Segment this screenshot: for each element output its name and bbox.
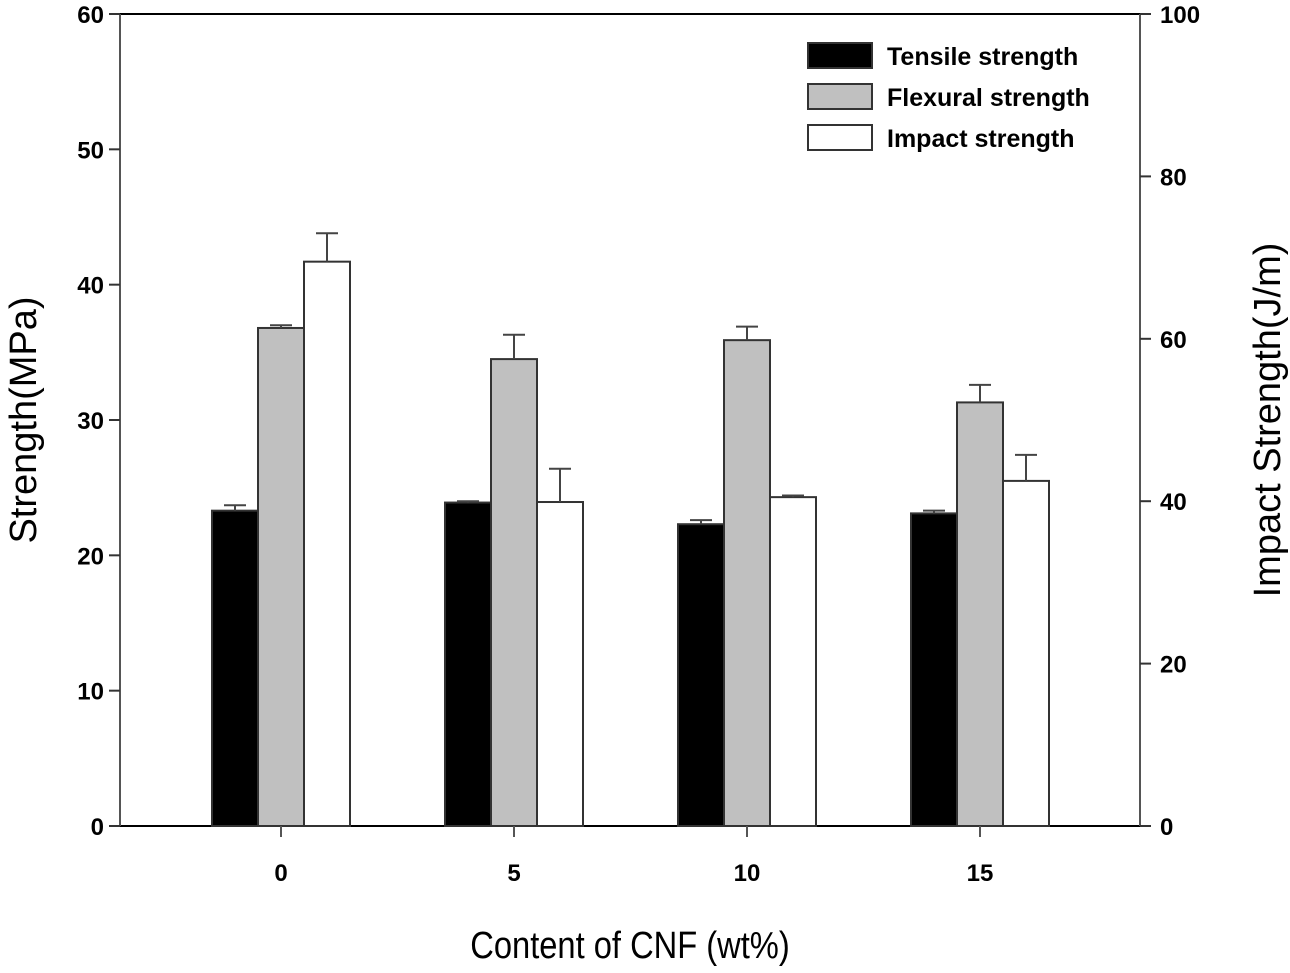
right-tick-label: 60 xyxy=(1160,327,1187,354)
bar-tensile-strength-5 xyxy=(444,501,492,827)
bar-impact-strength-15 xyxy=(1002,479,1050,827)
left-tick-label: 50 xyxy=(77,137,104,164)
left-tick-label: 20 xyxy=(77,543,104,570)
left-tick-label: 30 xyxy=(77,408,104,435)
bar-flexural-strength-10 xyxy=(723,339,771,827)
bar-tensile-strength-0 xyxy=(211,509,259,827)
right-tick-label: 20 xyxy=(1160,652,1187,679)
legend-label: Tensile strength xyxy=(887,43,1078,71)
bar-flexural-strength-0 xyxy=(257,326,305,827)
bar-impact-strength-5 xyxy=(536,501,584,827)
x-axis-title: Content of CNF (wt%) xyxy=(470,924,789,967)
x-tick-label: 10 xyxy=(734,860,761,887)
bar-tensile-strength-15 xyxy=(910,512,958,827)
x-tick-label: 5 xyxy=(507,860,520,887)
right-tick-label: 0 xyxy=(1160,814,1173,841)
left-tick-label: 10 xyxy=(77,679,104,706)
left-tick-label: 60 xyxy=(77,2,104,29)
bar-impact-strength-0 xyxy=(303,260,351,828)
x-axis: 0 5 10 15 xyxy=(274,826,993,887)
right-tick-label: 40 xyxy=(1160,489,1187,516)
legend-swatch xyxy=(807,42,873,69)
bar-tensile-strength-10 xyxy=(677,523,725,827)
right-y-axis-title: Impact Strength(J/m) xyxy=(1247,243,1289,598)
legend-label: Flexural strength xyxy=(887,84,1090,112)
x-tick-label: 0 xyxy=(274,860,287,887)
left-tick-label: 0 xyxy=(91,814,104,841)
bars-layer xyxy=(211,232,1050,828)
bar-impact-strength-10 xyxy=(769,496,817,827)
left-y-axis: 0 10 20 30 40 50 60 xyxy=(77,2,121,841)
legend-swatch xyxy=(807,124,873,151)
legend-swatch xyxy=(807,83,873,110)
bar-flexural-strength-5 xyxy=(490,358,538,827)
left-y-axis-title: Strength(MPa) xyxy=(3,296,45,543)
legend-label: Impact strength xyxy=(887,125,1075,153)
bar-flexural-strength-15 xyxy=(956,401,1004,827)
left-tick-label: 40 xyxy=(77,273,104,300)
right-tick-label: 100 xyxy=(1160,2,1200,29)
legend: Tensile strength Flexural strength Impact … xyxy=(807,42,1090,153)
right-tick-label: 80 xyxy=(1160,164,1187,191)
x-tick-label: 15 xyxy=(967,860,994,887)
right-y-axis: 0 20 40 60 80 100 xyxy=(1139,2,1200,841)
